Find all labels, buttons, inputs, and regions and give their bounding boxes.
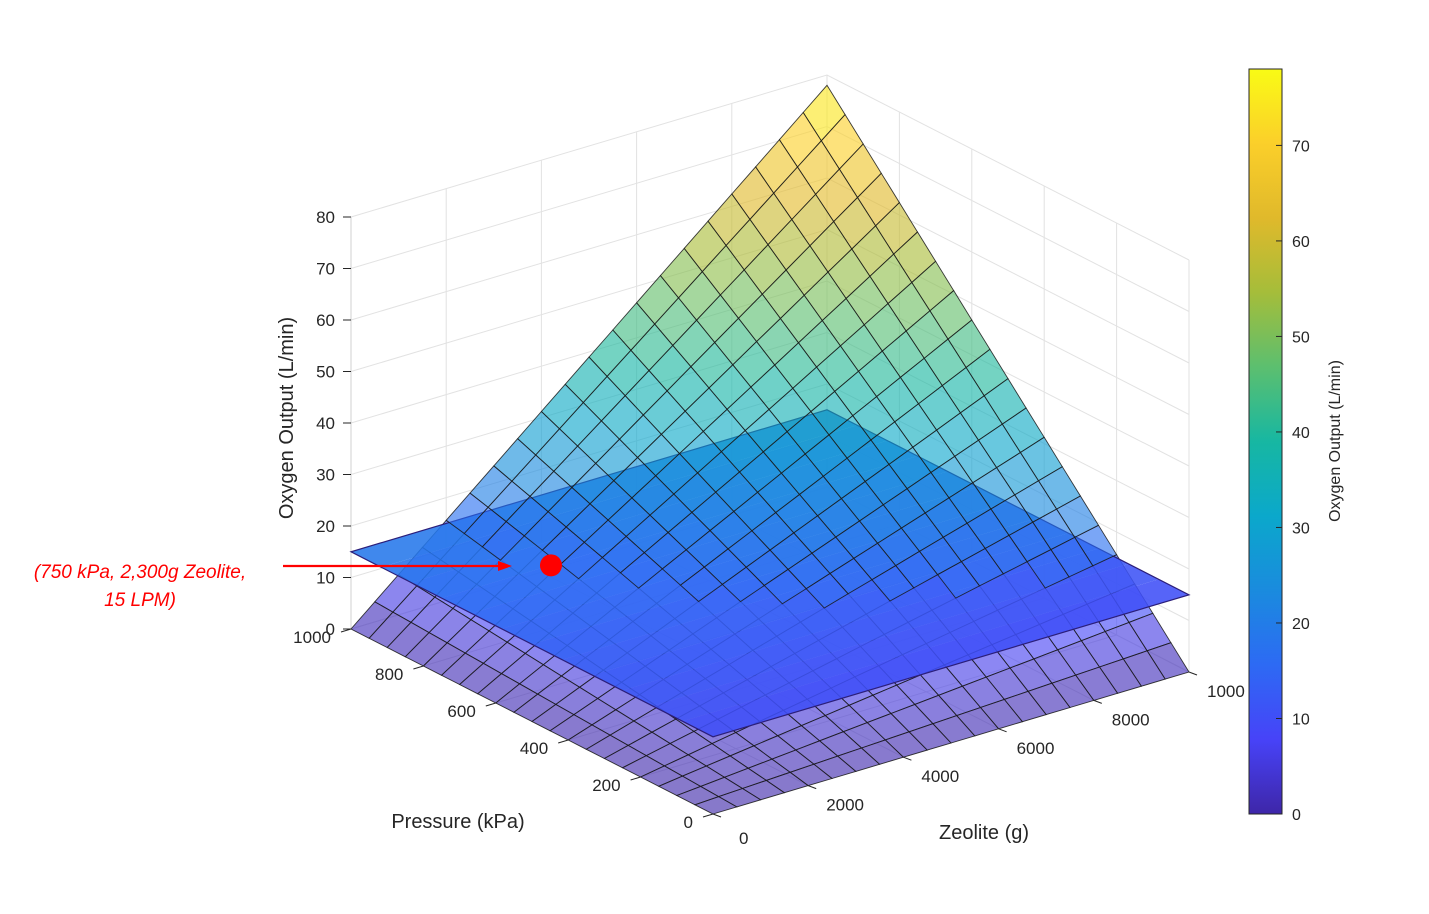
- point-annotation: (750 kPa, 2,300g Zeolite, 15 LPM): [34, 561, 512, 611]
- y-tick-mark: [702, 813, 714, 818]
- colorbar-tick-label: 40: [1292, 425, 1310, 442]
- y-tick-label: 1000: [293, 628, 331, 647]
- z-tick-label: 80: [316, 208, 335, 227]
- x-tick-label: 1000: [1207, 682, 1245, 701]
- y-tick-label: 600: [447, 702, 475, 721]
- x-tick-mark: [1093, 699, 1102, 704]
- y-tick-mark: [340, 628, 352, 633]
- y-axis-label: Pressure (kPa): [391, 811, 524, 833]
- colorbar-tick-label: 0: [1292, 807, 1301, 824]
- z-tick-label: 40: [316, 414, 335, 433]
- colorbar-tick-label: 50: [1292, 329, 1310, 346]
- y-tick-label: 0: [684, 813, 693, 832]
- surface-patch: [481, 520, 525, 561]
- colorbar-gradient: [1248, 68, 1283, 815]
- z-tick-label: 70: [316, 260, 335, 279]
- x-tick-label: 4000: [921, 767, 959, 786]
- x-tick-mark: [808, 785, 817, 790]
- surface-patch: [679, 566, 724, 603]
- x-tick-label: 0: [739, 829, 748, 848]
- surface-layer: [349, 84, 1191, 815]
- annotation-line-1: (750 kPa, 2,300g Zeolite,: [34, 562, 246, 583]
- x-tick-mark: [998, 728, 1007, 733]
- annotation-arrowhead: [498, 561, 512, 571]
- z-tick-label: 50: [316, 363, 335, 382]
- z-tick-label: 0: [326, 620, 335, 639]
- plane-strip: [652, 563, 1159, 722]
- colorbar: 0 10 20 30 40 50 60 70 Oxygen Output (L/min): [1248, 68, 1344, 824]
- colorbar-label: Oxygen Output (L/min): [1327, 360, 1344, 522]
- z-tick-label: 10: [316, 569, 335, 588]
- z-tick-label: 30: [316, 466, 335, 485]
- y-tick-label: 200: [592, 776, 620, 795]
- surface-patch: [559, 541, 604, 580]
- y-tick-label: 400: [520, 739, 548, 758]
- plane-strip: [682, 579, 1189, 737]
- colorbar-tick-label: 10: [1292, 711, 1310, 728]
- colorbar-tick-label: 30: [1292, 520, 1310, 537]
- x-tick-mark: [903, 756, 912, 761]
- y-tick-mark: [630, 776, 641, 781]
- y-tick-label: 800: [375, 665, 403, 684]
- surface-patch: [763, 568, 807, 605]
- x-tick-label: 2000: [826, 796, 864, 815]
- surface-patch: [619, 552, 664, 589]
- surface-patch: [805, 572, 849, 609]
- colorbar-tick-label: 60: [1292, 234, 1310, 251]
- x-tick-mark: [712, 813, 722, 818]
- z-tick-label: 60: [316, 311, 335, 330]
- surface-patch: [721, 566, 766, 603]
- y-tick-mark: [413, 665, 424, 670]
- x-tick-label: 8000: [1112, 710, 1150, 729]
- highlight-point: [539, 554, 562, 577]
- surface-patch: [871, 565, 915, 602]
- z-tick-label: 20: [316, 517, 335, 536]
- surface-patch: [936, 561, 981, 599]
- annotation-line-2: 15 LPM): [104, 590, 176, 611]
- x-axis-label: Zeolite (g): [939, 822, 1029, 844]
- x-tick-label: 6000: [1017, 739, 1055, 758]
- colorbar-tick-label: 20: [1292, 616, 1310, 633]
- surface-patch: [693, 796, 738, 815]
- y-tick-mark: [558, 739, 569, 744]
- surface-patch: [1026, 549, 1070, 589]
- x-tick-mark: [1188, 671, 1198, 676]
- colorbar-tick-label: 70: [1292, 138, 1310, 155]
- axis-ticks: 0102030405060708002004006008001000020004…: [293, 208, 1245, 848]
- z-axis-label: Oxygen Output (L/min): [276, 317, 298, 519]
- plane-strip: [622, 548, 1129, 706]
- y-tick-mark: [485, 702, 496, 707]
